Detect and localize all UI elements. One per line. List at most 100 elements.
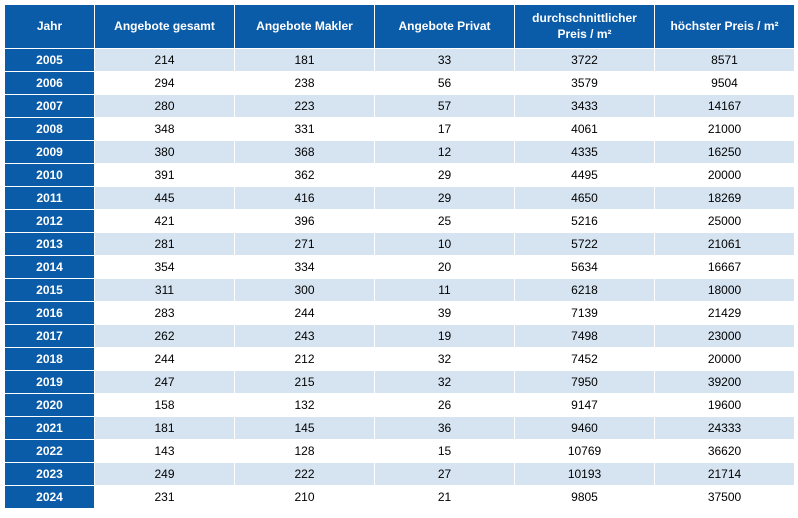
data-cell: 210 <box>235 486 375 509</box>
data-cell: 243 <box>235 325 375 348</box>
table-row: 201628324439713921429 <box>5 302 795 325</box>
year-cell: 2010 <box>5 164 95 187</box>
data-cell: 21000 <box>655 118 795 141</box>
data-cell: 20000 <box>655 164 795 187</box>
data-cell: 416 <box>235 187 375 210</box>
data-cell: 9805 <box>515 486 655 509</box>
data-cell: 271 <box>235 233 375 256</box>
table-row: 20062942385635799504 <box>5 72 795 95</box>
data-cell: 181 <box>235 49 375 72</box>
data-cell: 18269 <box>655 187 795 210</box>
column-header: Angebote gesamt <box>95 5 235 49</box>
data-cell: 29 <box>375 164 515 187</box>
data-cell: 19600 <box>655 394 795 417</box>
year-cell: 2016 <box>5 302 95 325</box>
data-cell: 32 <box>375 348 515 371</box>
data-cell: 20 <box>375 256 515 279</box>
column-header: Jahr <box>5 5 95 49</box>
year-cell: 2012 <box>5 210 95 233</box>
data-cell: 6218 <box>515 279 655 302</box>
data-cell: 362 <box>235 164 375 187</box>
data-cell: 5634 <box>515 256 655 279</box>
data-cell: 391 <box>95 164 235 187</box>
table-row: 2022143128151076936620 <box>5 440 795 463</box>
table-row: 202118114536946024333 <box>5 417 795 440</box>
data-cell: 9504 <box>655 72 795 95</box>
data-cell: 4650 <box>515 187 655 210</box>
data-cell: 21 <box>375 486 515 509</box>
data-cell: 32 <box>375 371 515 394</box>
year-cell: 2015 <box>5 279 95 302</box>
data-cell: 281 <box>95 233 235 256</box>
data-cell: 25000 <box>655 210 795 233</box>
year-cell: 2009 <box>5 141 95 164</box>
data-cell: 4495 <box>515 164 655 187</box>
data-cell: 181 <box>95 417 235 440</box>
year-cell: 2018 <box>5 348 95 371</box>
data-cell: 19 <box>375 325 515 348</box>
data-cell: 10769 <box>515 440 655 463</box>
data-cell: 143 <box>95 440 235 463</box>
data-cell: 27 <box>375 463 515 486</box>
table-row: 201144541629465018269 <box>5 187 795 210</box>
data-cell: 5722 <box>515 233 655 256</box>
data-cell: 421 <box>95 210 235 233</box>
data-cell: 12 <box>375 141 515 164</box>
year-cell: 2019 <box>5 371 95 394</box>
data-cell: 311 <box>95 279 235 302</box>
table-row: 200938036812433516250 <box>5 141 795 164</box>
data-cell: 18000 <box>655 279 795 302</box>
data-cell: 36 <box>375 417 515 440</box>
data-cell: 15 <box>375 440 515 463</box>
column-header: Angebote Privat <box>375 5 515 49</box>
data-cell: 26 <box>375 394 515 417</box>
year-cell: 2020 <box>5 394 95 417</box>
year-cell: 2008 <box>5 118 95 141</box>
data-cell: 445 <box>95 187 235 210</box>
data-cell: 23000 <box>655 325 795 348</box>
data-cell: 244 <box>95 348 235 371</box>
year-cell: 2006 <box>5 72 95 95</box>
year-cell: 2021 <box>5 417 95 440</box>
data-cell: 158 <box>95 394 235 417</box>
data-cell: 331 <box>235 118 375 141</box>
data-cell: 249 <box>95 463 235 486</box>
table-row: 201039136229449520000 <box>5 164 795 187</box>
data-cell: 7452 <box>515 348 655 371</box>
data-cell: 7498 <box>515 325 655 348</box>
data-cell: 9460 <box>515 417 655 440</box>
data-cell: 380 <box>95 141 235 164</box>
data-cell: 33 <box>375 49 515 72</box>
data-cell: 39 <box>375 302 515 325</box>
data-cell: 20000 <box>655 348 795 371</box>
table-row: 200728022357343314167 <box>5 95 795 118</box>
table-row: 201435433420563416667 <box>5 256 795 279</box>
data-cell: 37500 <box>655 486 795 509</box>
table-header: JahrAngebote gesamtAngebote MaklerAngebo… <box>5 5 795 49</box>
data-cell: 57 <box>375 95 515 118</box>
column-header: durchschnittlicher Preis / m² <box>515 5 655 49</box>
data-cell: 145 <box>235 417 375 440</box>
data-cell: 4061 <box>515 118 655 141</box>
data-cell: 39200 <box>655 371 795 394</box>
table-row: 200834833117406121000 <box>5 118 795 141</box>
data-cell: 300 <box>235 279 375 302</box>
data-cell: 16250 <box>655 141 795 164</box>
year-cell: 2014 <box>5 256 95 279</box>
data-cell: 7950 <box>515 371 655 394</box>
table-row: 201824421232745220000 <box>5 348 795 371</box>
table-row: 201242139625521625000 <box>5 210 795 233</box>
data-cell: 21714 <box>655 463 795 486</box>
data-cell: 128 <box>235 440 375 463</box>
data-cell: 14167 <box>655 95 795 118</box>
data-cell: 24333 <box>655 417 795 440</box>
year-cell: 2005 <box>5 49 95 72</box>
data-cell: 223 <box>235 95 375 118</box>
data-cell: 9147 <box>515 394 655 417</box>
data-cell: 396 <box>235 210 375 233</box>
data-cell: 334 <box>235 256 375 279</box>
table-row: 201328127110572221061 <box>5 233 795 256</box>
data-cell: 231 <box>95 486 235 509</box>
year-cell: 2024 <box>5 486 95 509</box>
table-row: 202015813226914719600 <box>5 394 795 417</box>
